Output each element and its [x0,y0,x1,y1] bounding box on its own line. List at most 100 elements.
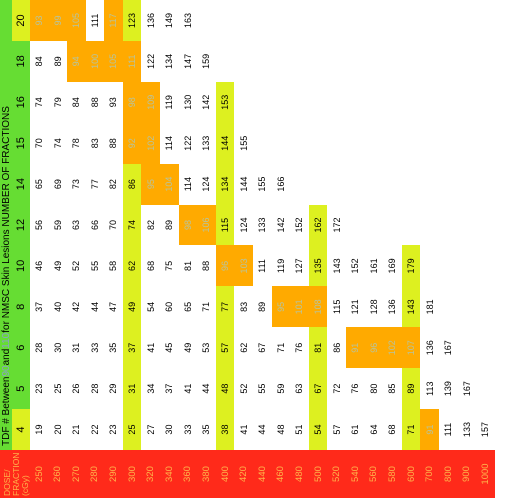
table-cell: 20 [48,409,67,450]
table-cell: 55 [253,368,272,410]
table-title-lo: 90 [0,365,12,377]
table-cell [420,245,439,287]
table-cell [476,163,495,205]
fraction-header: 18 [12,40,30,82]
table-cell [476,286,495,328]
table-cell [364,204,384,246]
table-cell: 102 [383,327,402,369]
table-cell: 60 [160,286,179,328]
table-cell: 52 [67,245,86,287]
table-cell [308,122,328,164]
table-cell [327,163,346,205]
table-cell: 25 [48,368,67,410]
table-cell [234,0,253,41]
table-cell: 34 [141,368,160,410]
table-cell: 76 [346,368,365,410]
dose-label: 500 [308,450,328,498]
table-cell [308,40,328,82]
table-cell: 35 [104,327,123,369]
table-cell: 21 [67,409,86,450]
table-cell: 103 [234,245,253,287]
table-cell [457,286,477,328]
table-cell: 181 [420,286,439,328]
table-cell [420,40,439,82]
table-cell [290,163,309,205]
table-cell [346,122,365,164]
table-cell: 67 [253,327,272,369]
table-cell: 57 [215,327,235,369]
table-cell: 122 [178,122,198,164]
table-cell: 89 [253,286,272,328]
table-cell [401,81,421,123]
table-cell [457,163,477,205]
table-cell: 111 [85,0,105,41]
table-cell: 26 [67,368,86,410]
table-cell: 123 [122,0,142,41]
table-cell [234,81,253,123]
table-cell: 133 [457,409,477,450]
table-cell: 35 [197,409,216,450]
table-cell: 59 [48,204,67,246]
table-cell [457,0,477,41]
table-cell: 108 [308,286,328,328]
fraction-header: 5 [12,368,30,410]
table-cell: 74 [29,81,49,123]
table-cell [439,122,458,164]
dose-label: 1000 [476,450,495,498]
table-cell: 88 [197,245,216,287]
table-cell: 105 [67,0,86,41]
table-cell [364,0,384,41]
table-cell [327,122,346,164]
table-cell [457,204,477,246]
table-cell: 83 [85,122,105,164]
table-cell [308,0,328,41]
table-cell: 64 [364,409,384,450]
table-title-hi: 110 [0,332,12,349]
table-cell: 28 [29,327,49,369]
table-cell: 49 [122,286,142,328]
table-cell: 127 [290,245,309,287]
dose-label: 320 [141,450,160,498]
table-cell: 143 [327,245,346,287]
table-cell: 82 [141,204,160,246]
table-cell [439,245,458,287]
table-cell: 81 [178,245,198,287]
table-cell: 57 [327,409,346,450]
table-cell: 179 [401,245,421,287]
table-cell: 48 [271,409,291,450]
table-cell: 29 [104,368,123,410]
table-cell: 77 [215,286,235,328]
table-cell: 74 [48,122,67,164]
table-cell: 67 [308,368,328,410]
fraction-header: 8 [12,286,30,328]
table-cell [271,81,291,123]
table-cell: 98 [122,81,142,123]
table-cell: 136 [420,327,439,369]
table-cell [420,0,439,41]
dose-label: 580 [383,450,402,498]
dose-label: 290 [104,450,123,498]
table-cell: 33 [178,409,198,450]
table-cell: 23 [104,409,123,450]
table-cell [215,40,235,82]
table-cell: 95 [271,286,291,328]
dose-label: 420 [234,450,253,498]
table-cell: 163 [178,0,198,41]
table-cell: 155 [253,163,272,205]
table-cell [271,0,291,41]
table-cell: 58 [104,245,123,287]
table-cell: 45 [160,327,179,369]
table-cell: 27 [141,409,160,450]
table-cell: 62 [122,245,142,287]
table-cell [401,40,421,82]
table-cell [439,286,458,328]
table-cell: 147 [178,40,198,82]
table-title: TDF # Between 90 and 110 for NMSC Skin L… [0,0,12,450]
table-cell: 79 [48,81,67,123]
table-cell: 37 [29,286,49,328]
dose-label: 460 [271,450,291,498]
table-cell: 52 [234,368,253,410]
table-cell [346,40,365,82]
table-cell: 111 [122,40,142,82]
dose-label: 900 [457,450,477,498]
